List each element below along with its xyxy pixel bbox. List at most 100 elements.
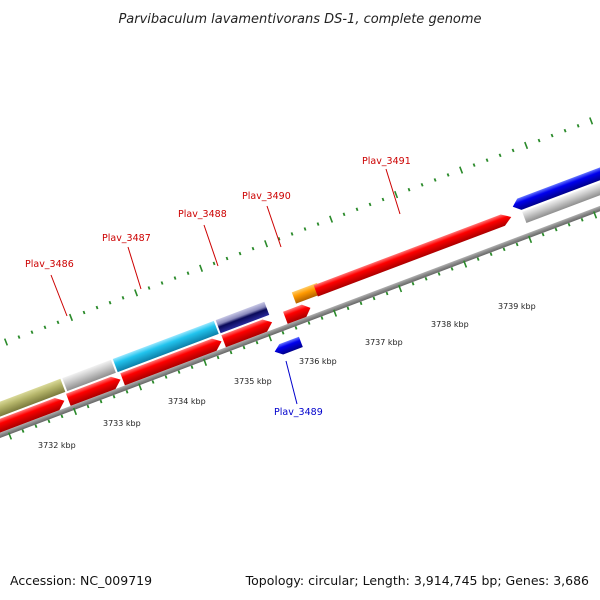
minor-tick	[437, 272, 441, 276]
minor-tick	[307, 321, 311, 325]
major-tick	[463, 260, 468, 268]
minor-tick	[108, 300, 112, 305]
minor-tick	[151, 380, 155, 384]
leader-plav-3489	[285, 360, 298, 405]
major-tick	[333, 309, 338, 317]
minor-tick	[82, 310, 86, 315]
minor-tick	[511, 148, 515, 153]
tick-line-lower	[7, 211, 598, 440]
minor-tick	[303, 227, 307, 231]
label-plav-3489: Plav_3489	[274, 407, 323, 418]
label-plav-3490: Plav_3490	[242, 191, 291, 202]
minor-tick	[99, 399, 103, 404]
scale-label: 3732 kbp	[38, 441, 76, 450]
minor-tick	[21, 429, 25, 433]
cds-forward-4	[221, 319, 273, 348]
label-plav-3486: Plav_3486	[25, 259, 74, 270]
scale-label: 3733 kbp	[103, 419, 141, 428]
minor-tick	[554, 227, 558, 232]
scale-label: 3738 kbp	[431, 320, 469, 329]
minor-tick	[515, 242, 519, 247]
cds-forward-6	[313, 214, 512, 297]
minor-tick	[446, 173, 450, 177]
map-title: Parvibaculum lavamentivorans DS-1, compl…	[118, 12, 481, 27]
leader-plav-3486	[50, 274, 68, 317]
major-tick	[268, 334, 273, 342]
minor-tick	[580, 217, 584, 222]
minor-tick	[17, 335, 21, 339]
leader-plav-3491	[385, 168, 401, 215]
major-tick	[329, 215, 334, 223]
feature-navy	[215, 301, 270, 334]
accession-text: Accession: NC_009719	[10, 573, 153, 588]
major-tick	[199, 264, 204, 272]
minor-tick	[316, 222, 320, 226]
minor-tick	[173, 276, 177, 280]
minor-tick	[229, 350, 233, 355]
minor-tick	[112, 394, 116, 399]
minor-tick	[160, 281, 164, 285]
major-tick	[3, 338, 9, 346]
leader-plav-3488	[203, 224, 219, 267]
minor-tick	[177, 370, 181, 374]
major-tick	[138, 383, 143, 391]
minor-tick	[60, 414, 64, 419]
major-tick	[524, 141, 529, 150]
minor-tick	[320, 316, 324, 320]
major-tick	[394, 190, 399, 199]
minor-tick	[489, 252, 493, 257]
cds-forward-1	[0, 397, 65, 445]
minor-tick	[450, 267, 454, 271]
minor-tick	[355, 207, 359, 212]
minor-tick	[34, 424, 38, 429]
scale-label: 3734 kbp	[168, 397, 206, 406]
major-tick	[68, 313, 74, 322]
minor-tick	[30, 330, 34, 335]
minor-tick	[476, 257, 480, 261]
scale-label: 3737 kbp	[365, 338, 403, 347]
label-plav-3491: Plav_3491	[362, 156, 411, 167]
minor-tick	[424, 276, 428, 281]
topology-text: Topology: circular; Length: 3,914,745 bp…	[245, 573, 589, 588]
minor-tick	[238, 251, 242, 256]
feature-cyan	[112, 320, 219, 373]
feature-gray-1	[62, 359, 116, 392]
major-tick	[528, 235, 533, 244]
minor-tick	[346, 306, 350, 311]
minor-tick	[255, 340, 259, 345]
minor-tick	[147, 286, 151, 290]
minor-tick	[216, 355, 220, 360]
minor-tick	[541, 232, 545, 237]
minor-tick	[563, 128, 567, 133]
tick-line-upper	[3, 117, 594, 346]
label-plav-3487: Plav_3487	[102, 233, 151, 244]
cds-forward-3	[120, 338, 222, 386]
cds-forward-2	[66, 376, 121, 406]
scale-label: 3736 kbp	[299, 357, 337, 366]
minor-tick	[95, 305, 99, 310]
minor-tick	[190, 365, 194, 370]
minor-tick	[212, 261, 216, 266]
minor-tick	[385, 291, 389, 296]
minor-tick	[372, 296, 376, 301]
major-tick	[593, 211, 598, 219]
minor-tick	[186, 271, 190, 276]
minor-tick	[281, 330, 285, 335]
minor-tick	[242, 345, 246, 350]
minor-tick	[537, 138, 541, 143]
minor-tick	[411, 281, 415, 286]
major-tick	[589, 117, 594, 125]
minor-tick	[225, 256, 229, 261]
minor-tick	[43, 325, 47, 330]
minor-tick	[485, 158, 489, 163]
minor-tick	[164, 375, 168, 379]
minor-tick	[121, 295, 125, 300]
cds-reverse-2	[512, 162, 600, 210]
major-tick	[459, 166, 464, 174]
minor-tick	[251, 246, 255, 251]
major-tick	[134, 289, 139, 297]
leader-plav-3490	[266, 205, 282, 248]
feature-gray-2	[522, 176, 600, 224]
cds-reverse-1	[274, 336, 303, 355]
minor-tick	[290, 232, 294, 236]
